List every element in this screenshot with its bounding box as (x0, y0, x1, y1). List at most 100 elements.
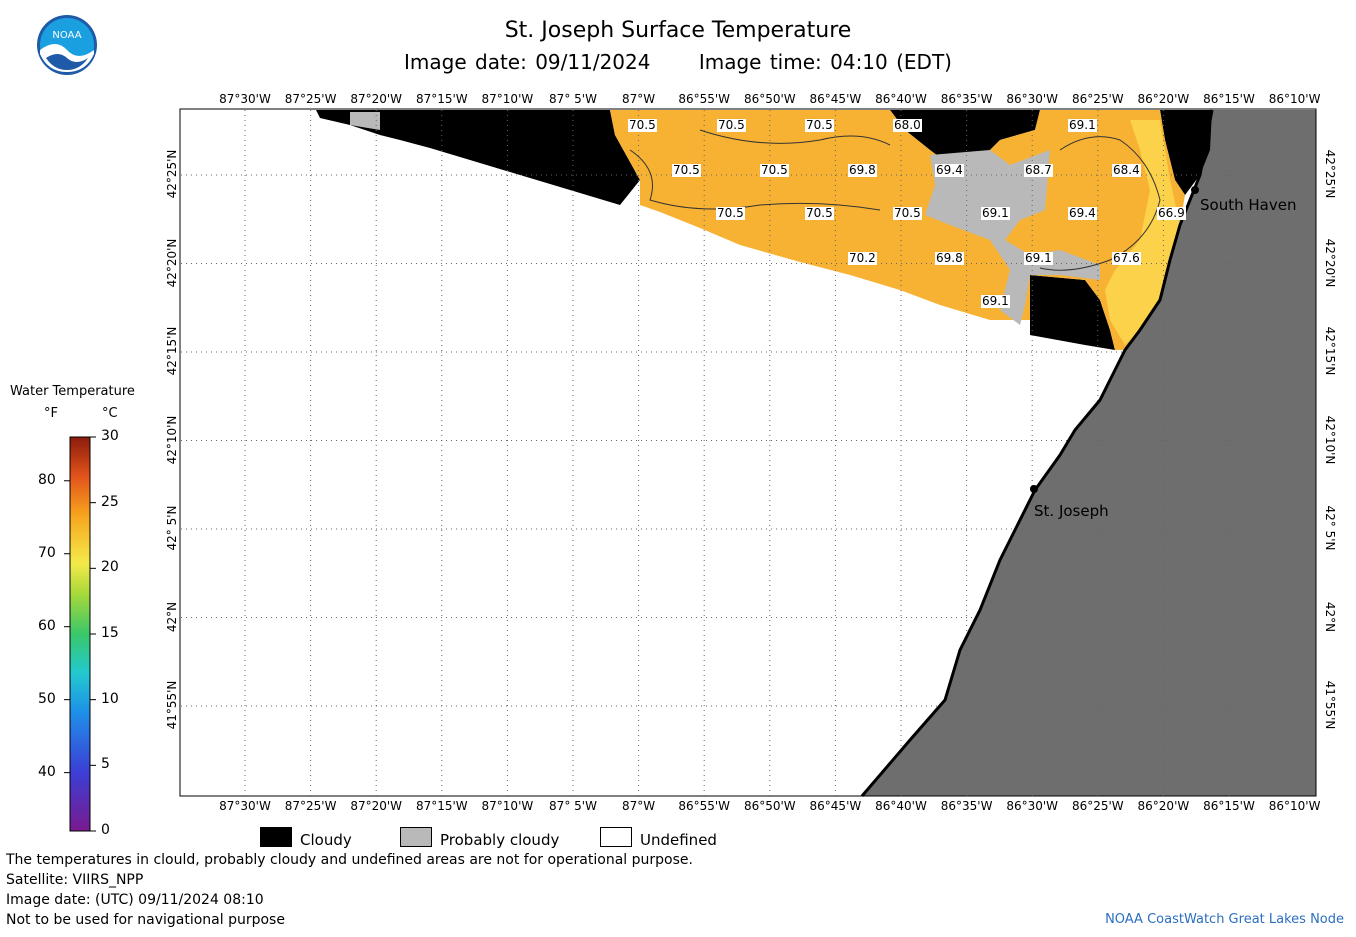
cloudy-area (1030, 275, 1115, 350)
cloudy-area (316, 110, 640, 205)
latitude-label: 42°20'N (165, 238, 179, 287)
longitude-label: 86°40'W (875, 799, 927, 813)
longitude-label: 87°30'W (219, 799, 271, 813)
temperature-label: 68.0 (893, 118, 922, 132)
temperature-contour (699, 129, 891, 146)
temperature-label: 70.5 (672, 163, 701, 177)
longitude-label: 86°45'W (809, 799, 862, 813)
latitude-label: 42° 5'N (165, 505, 179, 551)
temperature-label: 69.1 (981, 294, 1010, 308)
legend-tick-label-f: 40 (38, 763, 56, 780)
temperature-label: 70.5 (760, 163, 789, 177)
temperature-label: 69.1 (1068, 118, 1097, 132)
longitude-label: 86°15'W (1203, 799, 1255, 813)
footer-credit: NOAA CoastWatch Great Lakes Node (1105, 912, 1344, 927)
legend-tick-label-c: 15 (101, 625, 119, 641)
key-swatch-probably-cloudy (400, 827, 432, 847)
latitude-label: 41°55'N (1323, 680, 1337, 730)
temperature-contour (1039, 136, 1161, 271)
legend-tick-label-f: 50 (38, 690, 56, 707)
longitude-label: 87°10'W (481, 92, 534, 106)
longitude-label: 87°30'W (219, 92, 271, 106)
longitude-label: 86°55'W (678, 92, 731, 106)
key-swatch-undefined (600, 827, 632, 847)
map-frame (179, 108, 1317, 797)
latitude-label: 41°55'N (165, 680, 179, 730)
longitude-label: 87°15'W (415, 799, 468, 813)
longitude-label: 86°50'W (743, 799, 796, 813)
coastline (860, 109, 1214, 797)
temperature-label: 70.2 (848, 251, 877, 265)
legend-unit-f: °F (44, 406, 58, 421)
longitude-label: 87°W (622, 92, 656, 106)
longitude-label: 86°25'W (1071, 799, 1124, 813)
legend-tick-label-f: 80 (38, 471, 56, 488)
longitude-label: 86°25'W (1071, 92, 1124, 106)
key-label-cloudy: Cloudy (300, 831, 352, 849)
longitude-label: 87°20'W (350, 92, 403, 106)
longitude-label: 86°50'W (743, 92, 796, 106)
image-time: Image time: 04:10 (EDT) (698, 50, 952, 74)
longitude-label: 87°15'W (415, 92, 468, 106)
key-label-probably-cloudy: Probably cloudy (440, 831, 560, 849)
longitude-label: 86°35'W (940, 92, 993, 106)
temperature-label: 68.7 (1024, 163, 1053, 177)
legend-tick-label-c: 20 (101, 559, 119, 576)
city-marker-st-joseph (1030, 485, 1038, 493)
latitude-label: 42°20'N (1323, 238, 1337, 287)
temperature-label: 70.5 (893, 206, 922, 220)
longitude-label: 86°10'W (1268, 92, 1321, 106)
latitude-label: 42°15'N (1323, 326, 1337, 376)
probably-cloudy-area (350, 112, 380, 130)
temperature-label: 69.1 (1024, 251, 1053, 265)
latitude-label: 42°N (165, 601, 179, 632)
legend-tick-label-c: 25 (101, 493, 119, 510)
latitude-label: 42°25'N (1323, 149, 1337, 199)
temperature-label: 69.8 (935, 251, 964, 265)
land-area (862, 110, 1316, 796)
cloudy-area (890, 110, 1040, 165)
latitude-label: 42°10'N (165, 415, 179, 464)
latitude-label: 42°10'N (1323, 415, 1337, 464)
footer-note: The temperatures in clould, probably clo… (6, 852, 693, 868)
key-swatch-cloudy (260, 827, 292, 847)
longitude-label: 86°10'W (1268, 799, 1321, 813)
longitude-label: 86°20'W (1137, 92, 1190, 106)
temperature-label: 68.4 (1112, 163, 1141, 177)
image-date: Image date: 09/11/2024 (404, 50, 651, 74)
longitude-label: 86°40'W (875, 92, 927, 106)
footer-satellite: Satellite: VIIRS_NPP (6, 872, 144, 888)
latitude-label: 42° 5'N (1323, 505, 1337, 551)
footer-utc-date: Image date: (UTC) 09/11/2024 08:10 (6, 892, 264, 908)
legend-tick-label-c: 30 (101, 428, 119, 444)
legend-tick-label-f: 60 (38, 617, 56, 634)
temperature-label: 70.5 (717, 118, 746, 132)
temperature-label: 70.5 (628, 118, 657, 132)
longitude-label: 87°W (622, 799, 656, 813)
temperature-label: 69.4 (935, 163, 964, 177)
longitude-label: 87° 5'W (549, 799, 597, 813)
longitude-label: 87°25'W (284, 799, 337, 813)
longitude-label: 87°10'W (481, 799, 534, 813)
legend-title: Water Temperature (10, 384, 135, 399)
city-label-south-haven: South Haven (1200, 196, 1297, 214)
temperature-label: 66.9 (1157, 206, 1186, 220)
longitude-label: 86°30'W (1006, 799, 1059, 813)
city-label-st-joseph: St. Joseph (1034, 502, 1109, 520)
temperature-label: 69.1 (981, 206, 1010, 220)
legend-tick-label-c: 0 (101, 822, 110, 838)
color-scale-bar (64, 436, 96, 832)
temperature-label: 69.8 (848, 163, 877, 177)
key-label-undefined: Undefined (640, 831, 717, 849)
longitude-label: 86°35'W (940, 799, 993, 813)
temperature-label: 67.6 (1112, 251, 1141, 265)
longitude-label: 86°45'W (809, 92, 862, 106)
page-title: St. Joseph Surface Temperature (504, 18, 852, 43)
longitude-label: 86°15'W (1203, 92, 1255, 106)
noaa-logo: NOAA (37, 15, 97, 75)
temperature-label: 70.5 (716, 206, 745, 220)
latitude-label: 42°25'N (165, 149, 179, 199)
longitude-label: 87°20'W (350, 799, 403, 813)
water-area-cool (1105, 120, 1180, 345)
